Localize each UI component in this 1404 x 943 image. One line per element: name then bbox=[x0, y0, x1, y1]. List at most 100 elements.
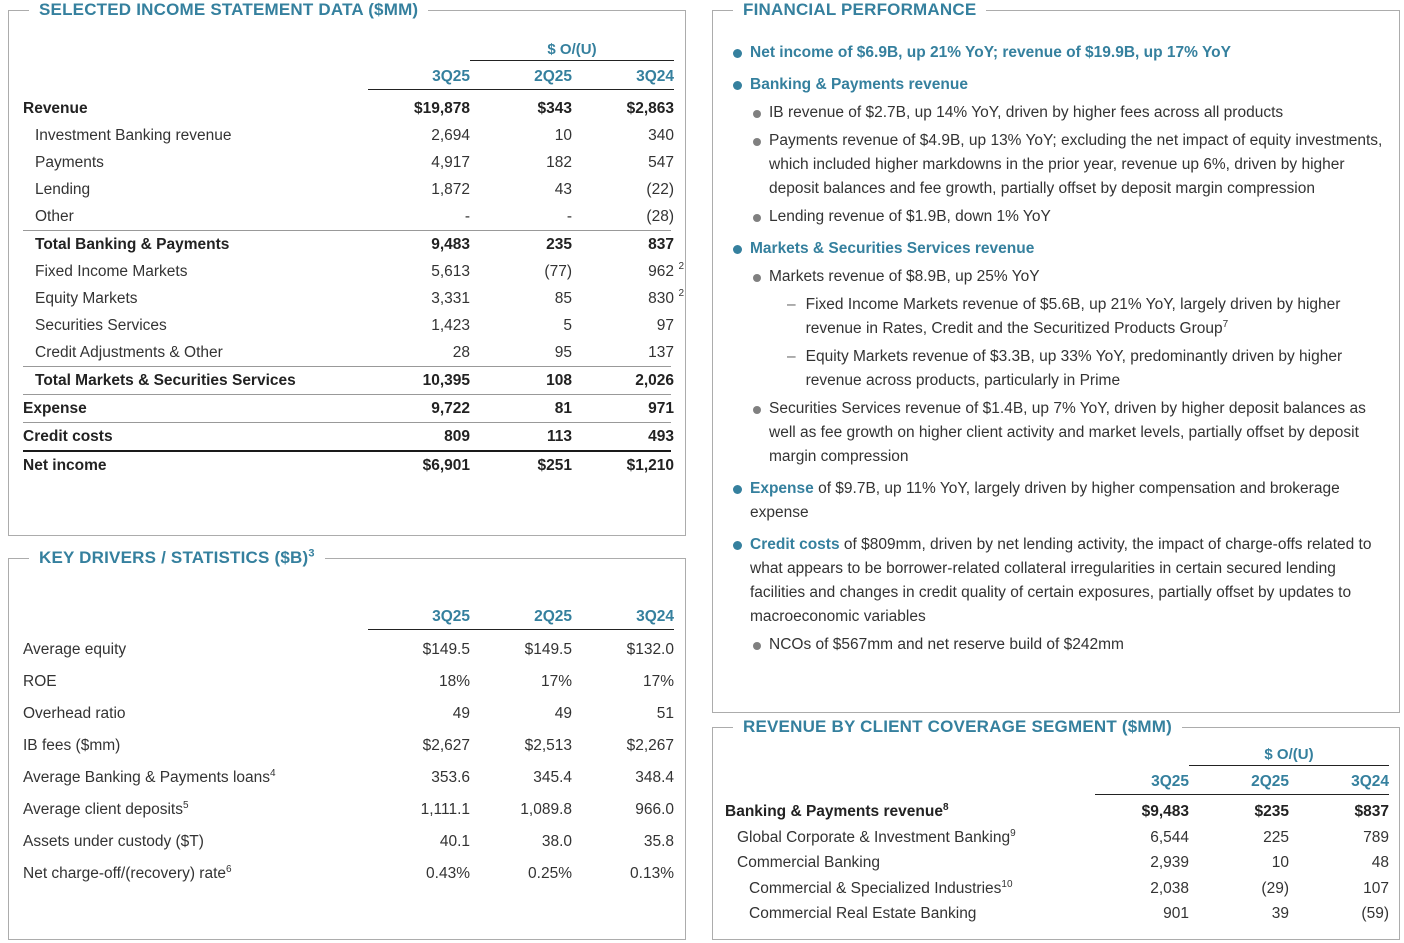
over-under-label: $ O/(U) bbox=[1189, 746, 1389, 766]
footnote-marker: 9 bbox=[1010, 827, 1016, 839]
value-3q25: $2,627 bbox=[422, 737, 470, 754]
footnote-marker: 8 bbox=[942, 801, 949, 813]
value-text: (22) bbox=[646, 181, 674, 198]
table-row: Investment Banking revenue 2,694 10 340 bbox=[23, 122, 674, 149]
value-3q24: $2,267 bbox=[626, 737, 674, 754]
row-label: Assets under custody ($T) bbox=[23, 826, 368, 858]
bullet-text: NCOs of $567mm and net reserve build of … bbox=[769, 636, 1124, 653]
value-3q24: (22) bbox=[572, 176, 674, 203]
value-2q25: 95 bbox=[554, 344, 572, 361]
col-header-3q25: 3Q25 bbox=[368, 61, 470, 90]
value-3q24: 962 2 bbox=[572, 258, 684, 285]
row-label-text: Overhead ratio bbox=[23, 705, 126, 722]
value-3q25: 49 bbox=[452, 705, 470, 722]
footnote-marker: 7 bbox=[1222, 318, 1229, 330]
row-label-text: Commercial & Specialized Industries bbox=[749, 879, 1002, 897]
bullet-text: Securities Services revenue of $1.4B, up… bbox=[769, 400, 1366, 465]
list-item: Lending revenue of $1.9B, down 1% YoY bbox=[725, 205, 1387, 229]
value-3q25: 4,917 bbox=[431, 154, 470, 171]
value-2q25: 43 bbox=[554, 181, 572, 198]
financial-performance-title: FINANCIAL PERFORMANCE bbox=[733, 0, 987, 21]
value-3q24: 17% bbox=[642, 673, 674, 690]
bullet-text: Fixed Income Markets revenue of $5.6B, u… bbox=[806, 293, 1387, 341]
value-2q25: 39 bbox=[1271, 905, 1289, 922]
value-3q24: 107 bbox=[1363, 879, 1389, 897]
value-text: $2,863 bbox=[626, 100, 674, 117]
row-label-text: Commercial Banking bbox=[737, 854, 880, 871]
row-label-text: Net charge-off/(recovery) rate bbox=[23, 865, 227, 882]
value-3q24: 966.0 bbox=[635, 801, 674, 818]
value-2q25: 81 bbox=[554, 400, 572, 417]
value-3q24: $2,863 bbox=[572, 95, 674, 122]
footnote-marker: 10 bbox=[1001, 878, 1013, 890]
row-label: Expense bbox=[23, 400, 87, 417]
table-row: Securities Services 1,423 5 97 bbox=[23, 312, 674, 339]
value-text: 97 bbox=[656, 317, 674, 334]
row-label: Total Markets & Securities Services bbox=[35, 372, 296, 389]
value-3q24: 340 bbox=[572, 122, 674, 149]
value-text: 962 bbox=[648, 263, 674, 280]
row-label: Equity Markets bbox=[35, 290, 138, 307]
bullet-icon bbox=[753, 274, 761, 282]
value-3q25: 3,331 bbox=[431, 290, 470, 307]
value-3q24: $1,210 bbox=[572, 452, 674, 479]
key-drivers-table: 3Q25 2Q25 3Q24 Average equity $149.5 $149.… bbox=[23, 601, 674, 890]
value-3q25: 2,694 bbox=[431, 127, 470, 144]
column-header-row: 3Q25 2Q25 3Q24 bbox=[725, 766, 1389, 795]
row-label-text: Banking & Payments revenue bbox=[725, 803, 943, 820]
value-3q25: 0.43% bbox=[426, 865, 470, 882]
row-label: Overhead ratio bbox=[23, 698, 368, 730]
value-2q25: $149.5 bbox=[524, 641, 572, 658]
row-label: Credit costs bbox=[23, 428, 113, 445]
bullet-icon bbox=[753, 138, 761, 146]
value-3q25: 1,111.1 bbox=[420, 801, 470, 818]
panel-title-text: REVENUE BY CLIENT COVERAGE SEGMENT ($MM) bbox=[743, 717, 1172, 736]
bullet-icon bbox=[733, 541, 742, 550]
column-header-row: 3Q25 2Q25 3Q24 bbox=[23, 601, 674, 630]
row-label-text: Commercial Real Estate Banking bbox=[749, 905, 977, 922]
value-3q24: 97 bbox=[572, 312, 674, 339]
value-text: 837 bbox=[648, 236, 674, 253]
table-row: Lending 1,872 43 (22) bbox=[23, 176, 674, 203]
income-statement-title: SELECTED INCOME STATEMENT DATA ($MM) bbox=[29, 0, 429, 21]
value-text: $1,210 bbox=[626, 457, 674, 474]
bullet-icon bbox=[753, 110, 761, 118]
list-item: – Equity Markets revenue of $3.3B, up 33%… bbox=[725, 345, 1387, 393]
list-item: Markets revenue of $8.9B, up 25% YoY bbox=[725, 265, 1387, 289]
value-3q25: 1,423 bbox=[431, 317, 470, 334]
income-statement-table: $ O/(U) 3Q25 2Q25 3Q24 Revenue $19,878 $34… bbox=[23, 41, 684, 479]
table-row: Other - - (28) bbox=[23, 203, 674, 230]
value-3q25: 1,872 bbox=[431, 181, 470, 198]
value-text: 493 bbox=[648, 428, 674, 445]
value-3q25: - bbox=[464, 208, 470, 225]
col-header-3q25: 3Q25 bbox=[1095, 766, 1189, 795]
row-label: Banking & Payments revenue8 bbox=[725, 799, 1095, 825]
value-2q25: 108 bbox=[546, 372, 572, 389]
value-3q24: $837 bbox=[1354, 803, 1389, 820]
dash-icon: – bbox=[787, 348, 796, 365]
value-2q25: 38.0 bbox=[541, 833, 572, 850]
list-item: Securities Services revenue of $1.4B, up… bbox=[725, 397, 1387, 469]
value-3q24: 348.4 bbox=[635, 769, 674, 786]
value-3q24: 493 bbox=[572, 423, 674, 450]
value-3q25: 28 bbox=[452, 344, 470, 361]
value-3q24: 48 bbox=[1371, 854, 1389, 871]
value-2q25: 345.4 bbox=[533, 769, 572, 786]
row-label: Average client deposits5 bbox=[23, 794, 368, 826]
panel-title-text: FINANCIAL PERFORMANCE bbox=[743, 0, 977, 19]
table-row: Assets under custody ($T) 40.1 38.0 35.8 bbox=[23, 826, 674, 858]
value-3q24: 971 bbox=[572, 395, 674, 422]
dash-icon: – bbox=[787, 296, 796, 313]
bullet-lead: Markets & Securities Services revenue bbox=[750, 240, 1035, 257]
footnote-marker: 2 bbox=[678, 288, 684, 299]
value-text: 2,026 bbox=[635, 372, 674, 389]
bullet-text: Credit costs of $809mm, driven by net le… bbox=[750, 533, 1387, 629]
value-2q25: 49 bbox=[554, 705, 572, 722]
value-3q24: 2,026 bbox=[572, 367, 674, 394]
table-row: IB fees ($mm) $2,627 $2,513 $2,267 bbox=[23, 730, 674, 762]
value-2q25: 0.25% bbox=[528, 865, 572, 882]
col-header-3q24: 3Q24 bbox=[1289, 766, 1389, 795]
value-2q25: 17% bbox=[540, 673, 572, 690]
footnote-marker: 4 bbox=[270, 767, 276, 779]
panel-title-text: KEY DRIVERS / STATISTICS ($B) bbox=[39, 548, 309, 567]
